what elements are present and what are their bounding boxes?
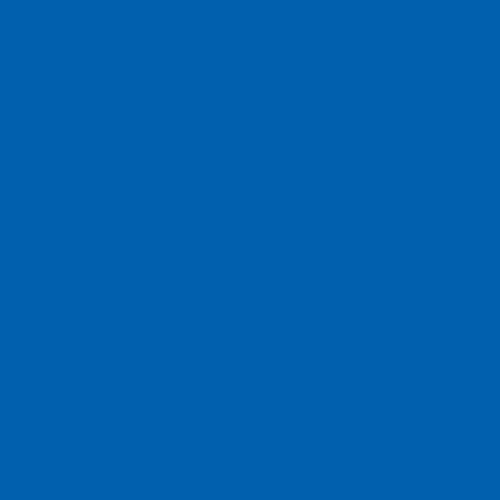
color-swatch <box>0 0 500 500</box>
